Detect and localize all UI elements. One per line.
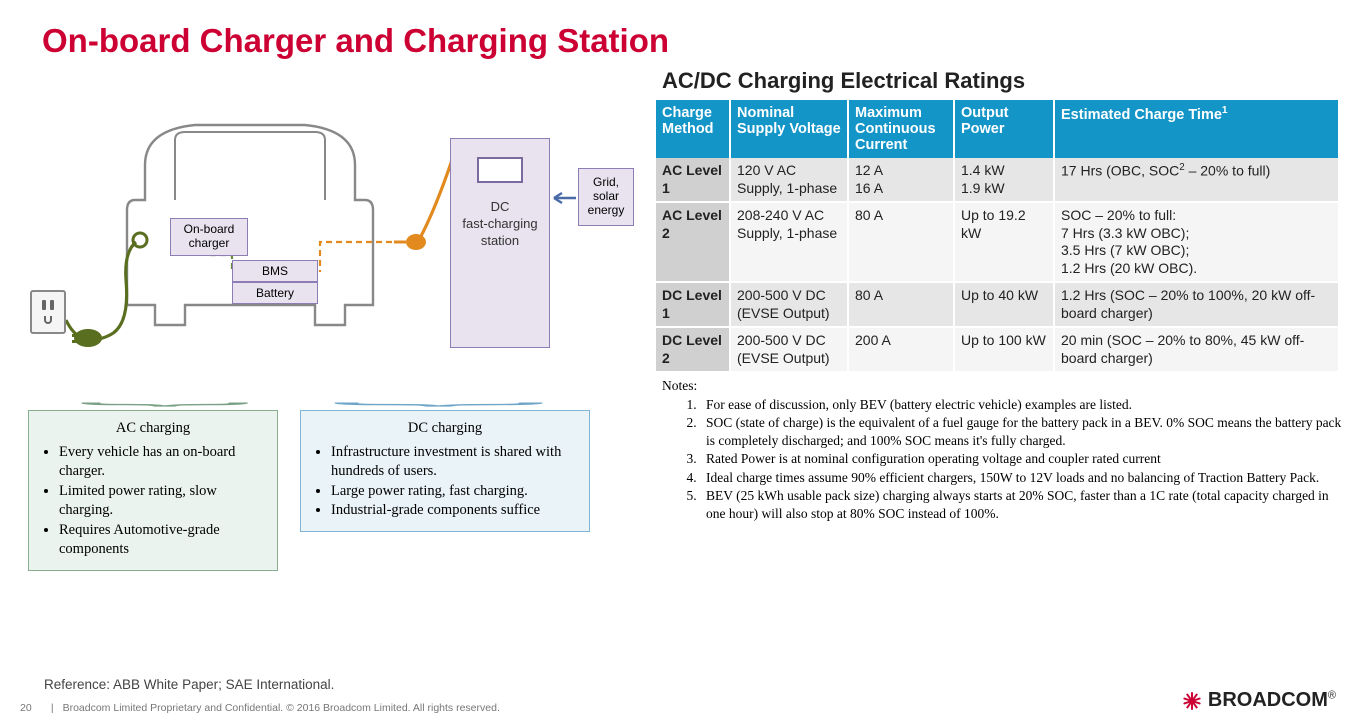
dc-info-title: DC charging [313, 419, 577, 439]
cell-power: Up to 40 kW [954, 282, 1054, 327]
col-power: Output Power [954, 100, 1054, 158]
table-row: AC Level 1120 V AC Supply, 1-phase12 A 1… [656, 158, 1338, 202]
footer: 20 | Broadcom Limited Proprietary and Co… [20, 702, 500, 714]
brace-ac-icon: ⏟ [78, 385, 251, 407]
ac-info-title: AC charging [41, 419, 265, 439]
table-title: AC/DC Charging Electrical Ratings [662, 68, 1346, 94]
table-row: AC Level 2208-240 V AC Supply, 1-phase80… [656, 202, 1338, 282]
cell-time: 17 Hrs (OBC, SOC2 – 20% to full) [1054, 158, 1338, 202]
charging-diagram: On-board charger BMS Battery DC fast-cha… [20, 100, 640, 400]
dc-station-label: DC fast-charging station [462, 199, 537, 250]
ratings-table: Charge Method Nominal Supply Voltage Max… [656, 100, 1338, 373]
page-number: 20 [20, 702, 42, 714]
slide-title: On-board Charger and Charging Station [42, 22, 669, 60]
wall-outlet-icon [30, 290, 66, 334]
col-voltage: Nominal Supply Voltage [730, 100, 848, 158]
col-current: Maximum Continuous Current [848, 100, 954, 158]
right-column: AC/DC Charging Electrical Ratings Charge… [656, 68, 1346, 523]
dc-charging-info: DC charging Infrastructure investment is… [300, 410, 590, 532]
list-item: Requires Automotive-grade components [59, 521, 265, 560]
battery-box: Battery [232, 282, 318, 304]
dc-fast-charging-station: DC fast-charging station [450, 138, 550, 348]
notes-block: Notes: For ease of discussion, only BEV … [662, 377, 1346, 522]
table-row: DC Level 1200-500 V DC (EVSE Output)80 A… [656, 282, 1338, 327]
cell-current: 12 A 16 A [848, 158, 954, 202]
dc-info-list: Infrastructure investment is shared with… [313, 443, 577, 521]
cell-power: Up to 19.2 kW [954, 202, 1054, 282]
list-item: Ideal charge times assume 90% efficient … [700, 469, 1346, 487]
notes-list: For ease of discussion, only BEV (batter… [662, 396, 1346, 523]
brace-dc-icon: ⏟ [331, 385, 547, 407]
ac-charging-info: AC charging Every vehicle has an on-boar… [28, 410, 278, 571]
table-row: DC Level 2200-500 V DC (EVSE Output)200 … [656, 327, 1338, 372]
grid-solar-box: Grid, solar energy [578, 168, 634, 226]
cell-voltage: 120 V AC Supply, 1-phase [730, 158, 848, 202]
list-item: For ease of discussion, only BEV (batter… [700, 396, 1346, 414]
cell-current: 200 A [848, 327, 954, 372]
cell-time: SOC – 20% to full: 7 Hrs (3.3 kW OBC); 3… [1054, 202, 1338, 282]
footer-separator: | [51, 702, 54, 714]
list-item: Infrastructure investment is shared with… [331, 443, 577, 482]
cell-power: 1.4 kW 1.9 kW [954, 158, 1054, 202]
battery-stack: BMS Battery [232, 260, 318, 304]
cell-time: 1.2 Hrs (SOC – 20% to 100%, 20 kW off-bo… [1054, 282, 1338, 327]
notes-label: Notes: [662, 377, 1346, 395]
cell-method: DC Level 1 [656, 282, 730, 327]
cell-current: 80 A [848, 282, 954, 327]
col-time: Estimated Charge Time1 [1054, 100, 1338, 158]
cell-voltage: 200-500 V DC (EVSE Output) [730, 327, 848, 372]
ac-info-list: Every vehicle has an on-board charger. L… [41, 443, 265, 560]
cell-current: 80 A [848, 202, 954, 282]
list-item: Large power rating, fast charging. [331, 482, 577, 502]
logo-text: BROADCOM® [1208, 689, 1336, 712]
cell-method: AC Level 1 [656, 158, 730, 202]
left-column: On-board charger BMS Battery DC fast-cha… [20, 100, 640, 400]
table-header-row: Charge Method Nominal Supply Voltage Max… [656, 100, 1338, 158]
list-item: BEV (25 kWh usable pack size) charging a… [700, 487, 1346, 522]
list-item: Limited power rating, slow charging. [59, 482, 265, 521]
cell-time: 20 min (SOC – 20% to 80%, 45 kW off-boar… [1054, 327, 1338, 372]
station-screen-icon [477, 157, 523, 183]
list-item: Industrial-grade components suffice [331, 501, 577, 521]
onboard-charger-box: On-board charger [170, 218, 248, 256]
cell-method: AC Level 2 [656, 202, 730, 282]
reference-text: Reference: ABB White Paper; SAE Internat… [44, 677, 334, 692]
broadcom-logo: BROADCOM® [1182, 689, 1336, 712]
list-item: Every vehicle has an on-board charger. [59, 443, 265, 482]
logo-burst-icon [1182, 691, 1202, 711]
cell-voltage: 200-500 V DC (EVSE Output) [730, 282, 848, 327]
cell-method: DC Level 2 [656, 327, 730, 372]
footer-text: Broadcom Limited Proprietary and Confide… [63, 702, 500, 714]
col-charge-method: Charge Method [656, 100, 730, 158]
list-item: Rated Power is at nominal configuration … [700, 450, 1346, 468]
list-item: SOC (state of charge) is the equivalent … [700, 414, 1346, 449]
bms-box: BMS [232, 260, 318, 282]
cell-power: Up to 100 kW [954, 327, 1054, 372]
cell-voltage: 208-240 V AC Supply, 1-phase [730, 202, 848, 282]
